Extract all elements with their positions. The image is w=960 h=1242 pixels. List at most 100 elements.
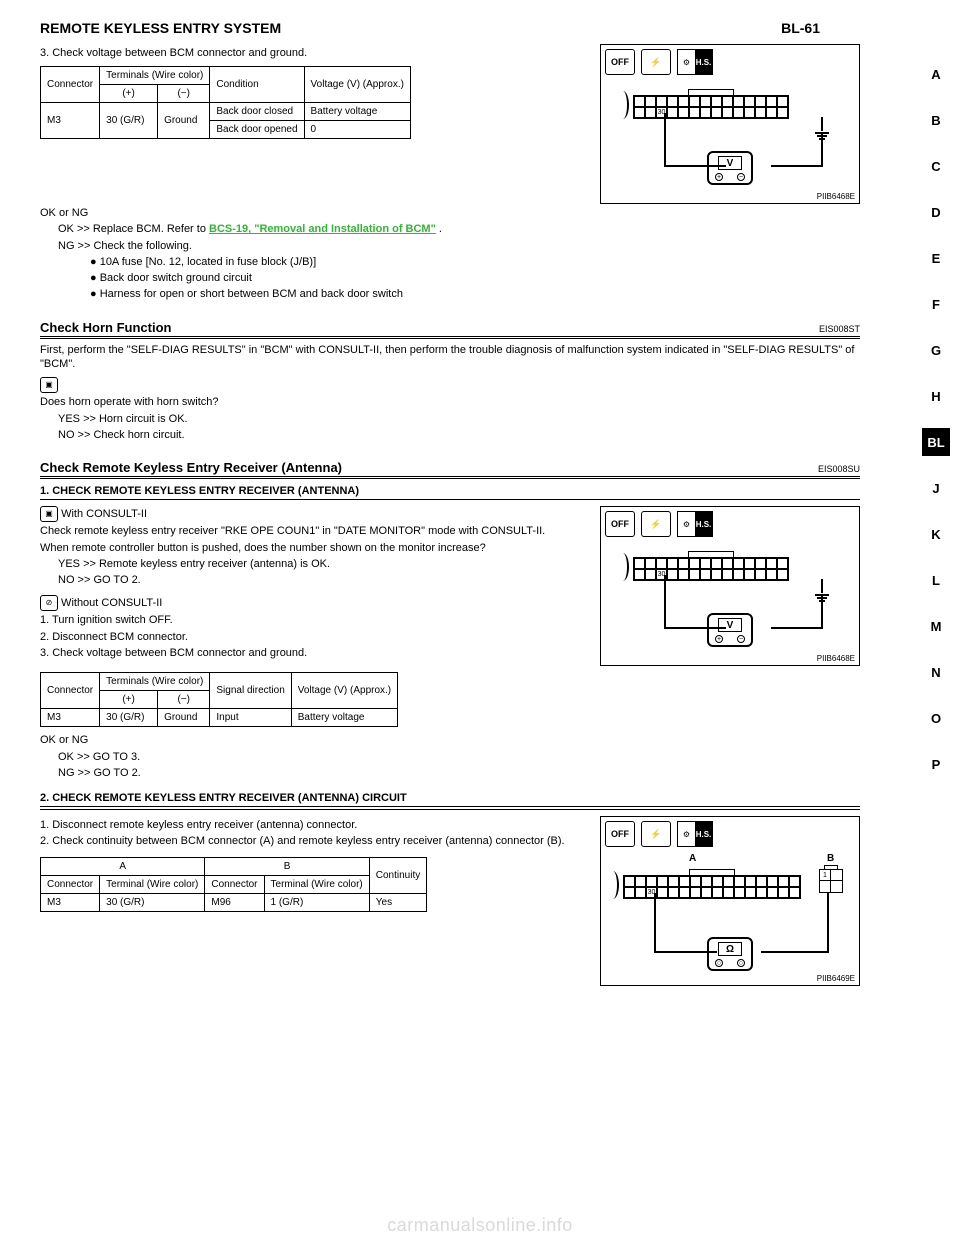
probe-wire [654, 893, 656, 951]
probe-wire [827, 893, 829, 953]
with-consult: With CONSULT-II [61, 508, 147, 520]
hs-icon: ⚙ H.S. [677, 511, 713, 537]
disconnect-icon: ⚡ [641, 821, 671, 847]
tab-p[interactable]: P [922, 750, 950, 778]
s1-l6: 2. Disconnect BCM connector. [40, 630, 590, 644]
clip-icon [619, 91, 629, 119]
tab-f[interactable]: F [922, 290, 950, 318]
connector-grid: 30 [633, 95, 789, 119]
tab-b[interactable]: B [922, 106, 950, 134]
consult-row: ▣ With CONSULT-II [40, 506, 590, 522]
t2-m96: M96 [205, 893, 264, 911]
s1-l1: When remote controller button is pushed,… [40, 541, 590, 555]
t1-30: 30 (G/R) [100, 709, 158, 727]
step2-left: 1. Disconnect remote keyless entry recei… [40, 816, 590, 986]
thin-divider [40, 499, 860, 500]
meter-symbol: V [718, 618, 742, 632]
th-volt: Voltage (V) (Approx.) [304, 67, 410, 103]
th-conn: Connector [41, 67, 100, 103]
s1-l0: Check remote keyless entry receiver "RKE… [40, 524, 590, 538]
top-table: Connector Terminals (Wire color) Conditi… [40, 66, 411, 139]
thin-divider [40, 809, 860, 810]
probe-wire [664, 575, 666, 627]
tab-c[interactable]: C [922, 152, 950, 180]
horn-consult: ▣ [40, 377, 860, 393]
a-label: A [689, 853, 696, 864]
connector-grid: 30 [633, 557, 789, 581]
bcs-link[interactable]: BCS-19, "Removal and Installation of BCM… [209, 223, 436, 235]
step1-heading: 1. CHECK REMOTE KEYLESS ENTRY RECEIVER (… [40, 485, 860, 497]
tab-o[interactable]: O [922, 704, 950, 732]
s2-l0: 1. Disconnect remote keyless entry recei… [40, 818, 590, 832]
t1-gnd: Ground [158, 709, 210, 727]
meter-symbol: Ω [718, 942, 742, 956]
t1-term: Terminals (Wire color) [100, 673, 210, 691]
ng-line: NG >> Check the following. [58, 239, 860, 253]
tab-m[interactable]: M [922, 612, 950, 640]
s1-ng: NG >> GO TO 2. [58, 766, 860, 780]
figure-ref: PIIB6469E [817, 974, 855, 983]
t2-term-b: Terminal (Wire color) [264, 875, 369, 893]
ng-b1: ● Back door switch ground circuit [90, 271, 860, 285]
watermark: carmanualsonline.info [387, 1215, 573, 1236]
t1-minus: (−) [158, 691, 210, 709]
t2-1: 1 (G/R) [264, 893, 369, 911]
horn-title: Check Horn Function [40, 320, 171, 335]
rke-code: EIS008SU [818, 464, 860, 474]
tab-h[interactable]: H [922, 382, 950, 410]
meter-symbol: V [718, 156, 742, 170]
rke-head-row: Check Remote Keyless Entry Receiver (Ant… [40, 460, 860, 475]
ok-post: . [439, 223, 442, 235]
connector-grid-a: 30 [623, 875, 801, 899]
th-plus: (+) [100, 85, 158, 103]
s1-l4: Without CONSULT-II [58, 597, 162, 609]
step2-heading: 2. CHECK REMOTE KEYLESS ENTRY RECEIVER (… [40, 792, 860, 804]
top-line-1: 3. Check voltage between BCM connector a… [40, 46, 590, 60]
divider [40, 336, 860, 339]
s1-okng: OK or NG [40, 733, 860, 747]
b-pin: 1 [820, 870, 831, 880]
td-closed: Back door closed [210, 103, 304, 121]
body-area: REMOTE KEYLESS ENTRY SYSTEM BL-61 3. Che… [40, 20, 860, 986]
tab-n[interactable]: N [922, 658, 950, 686]
page-number: BL-61 [781, 20, 860, 36]
step2-block: 1. Disconnect remote keyless entry recei… [40, 816, 860, 986]
horn-head-row: Check Horn Function EIS008ST [40, 320, 860, 335]
ground-icon [815, 579, 829, 602]
tab-d[interactable]: D [922, 198, 950, 226]
ground-icon [815, 117, 829, 140]
td-gnd: Ground [158, 103, 210, 139]
figure-ref: PIIB6468E [817, 654, 855, 663]
horn-body-1: Does horn operate with horn switch? [40, 395, 860, 409]
t1-plus: (+) [100, 691, 158, 709]
probe-wire [664, 113, 666, 165]
ok-text: OK >> Replace BCM. Refer to [58, 223, 209, 235]
tab-k[interactable]: K [922, 520, 950, 548]
t1-input: Input [210, 709, 291, 727]
tab-j[interactable]: J [922, 474, 950, 502]
hs-icon: ⚙ H.S. [677, 49, 713, 75]
tab-l[interactable]: L [922, 566, 950, 594]
clip-icon [619, 553, 629, 581]
t1-sig: Signal direction [210, 673, 291, 709]
tab-bl[interactable]: BL [922, 428, 950, 456]
tab-e[interactable]: E [922, 244, 950, 272]
tab-a[interactable]: A [922, 60, 950, 88]
td-opened: Back door opened [210, 121, 304, 139]
t2-conn-a: Connector [41, 875, 100, 893]
t2-term-a: Terminal (Wire color) [100, 875, 205, 893]
td-30: 30 (G/R) [100, 103, 158, 139]
tab-g[interactable]: G [922, 336, 950, 364]
horn-code: EIS008ST [819, 324, 860, 334]
t2-30: 30 (G/R) [100, 893, 205, 911]
s1-l5: 1. Turn ignition switch OFF. [40, 613, 590, 627]
divider [40, 476, 860, 479]
step1-block: ▣ With CONSULT-II Check remote keyless e… [40, 506, 860, 666]
t2-cont: Continuity [369, 857, 426, 893]
voltmeter: V + − [707, 613, 753, 647]
page-title: REMOTE KEYLESS ENTRY SYSTEM [40, 20, 281, 36]
th-cond: Condition [210, 67, 304, 103]
t2-a: A [41, 857, 205, 875]
clip-icon [609, 871, 619, 899]
probe-wire [771, 165, 823, 167]
